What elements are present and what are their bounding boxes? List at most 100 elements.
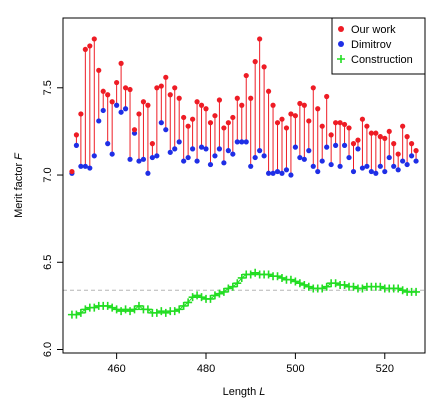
our-work-point [257,36,263,42]
our-work-point [310,85,316,91]
our-work-point [216,97,223,103]
y-tick-label: 6.0 [42,342,54,357]
dimitrov-point [185,154,191,161]
our-work-point [131,127,138,133]
our-work-point [114,79,120,86]
our-work-series [69,36,419,175]
legend-label: Construction [351,54,413,66]
our-work-point [78,111,84,117]
our-work-point [292,113,298,119]
construction-point [126,307,135,316]
construction-point [170,307,179,316]
our-work-point [96,67,102,73]
dimitrov-point [87,165,93,171]
dimitrov-point [243,139,249,145]
construction-point [76,308,85,317]
construction-point [291,277,300,286]
x-tick-label: 480 [197,363,215,375]
our-work-point [274,120,281,126]
our-work-point [87,43,93,49]
dimitrov-point [248,163,254,169]
our-work-point [82,46,88,53]
x-tick-label: 520 [376,363,394,375]
our-work-point [190,116,196,122]
our-work-point [221,125,227,131]
dimitrov-point [279,170,285,176]
our-work-point [341,121,348,128]
x-axis-title: Length L [223,386,266,398]
construction-point [121,305,130,314]
dimitrov-point [140,156,147,162]
dimitrov-point [158,120,164,126]
our-work-point [243,72,249,79]
construction-point [224,284,233,293]
x-tick-label: 500 [286,363,304,375]
our-work-point [252,59,258,65]
construction-point [134,301,143,310]
dimitrov-point [96,118,102,124]
our-work-point [359,116,366,122]
our-work-point [408,141,415,147]
our-work-point [404,134,410,140]
dimitrov-point [82,163,88,169]
dimitrov-point [310,163,316,169]
our-work-point [315,106,321,112]
our-work-point [333,120,339,126]
construction-point [175,305,184,314]
our-work-point [225,120,231,126]
dimitrov-point [127,156,133,162]
construction-point [108,303,117,312]
dimitrov-point [333,142,339,148]
construction-point [277,273,286,282]
dimitrov-point [306,148,312,154]
our-work-point [261,64,267,70]
dimitrov-point [391,163,397,169]
our-work-point [234,95,240,101]
dimitrov-point [274,168,281,175]
our-work-point [105,92,111,98]
our-work-point [118,60,124,66]
our-work-point [364,123,370,129]
our-work-point [167,92,173,98]
dimitrov-point [145,170,151,176]
dimitrov-point [176,139,182,145]
dimitrov-point [328,161,334,168]
dimitrov-point [364,163,370,169]
dimitrov-point [225,148,231,154]
our-work-point [185,123,191,129]
our-work-point [297,100,303,107]
dimitrov-point [181,158,187,164]
our-work-point [140,99,147,105]
dimitrov-point [73,142,80,148]
our-work-point [181,114,187,121]
dimitrov-point [234,139,240,145]
dimitrov-point [207,161,214,168]
our-work-point [91,36,97,42]
dimitrov-point [413,158,419,164]
our-work-point [288,111,294,117]
dimitrov-point [288,172,294,178]
construction-line [71,272,417,316]
construction-point [264,270,273,279]
our-work-point [127,86,133,93]
lollipop-stems [71,38,417,176]
dimitrov-point [100,107,106,114]
our-work-point [306,118,312,124]
dimitrov-point [212,153,218,159]
construction-point [398,286,407,295]
y-axis-title: Merit factor F [13,152,25,218]
dimitrov-point [324,144,330,150]
dimitrov-point [203,146,209,152]
construction-point [340,280,349,289]
construction-point [237,273,246,282]
dimitrov-point [386,154,392,161]
dimitrov-point [114,102,120,108]
dimitrov-point [341,142,348,148]
our-work-point [239,102,245,108]
dimitrov-point [221,160,227,166]
construction-point [206,294,215,303]
construction-point [394,284,403,293]
construction-point [358,284,367,293]
dimitrov-point [337,163,343,169]
our-work-point [319,123,325,129]
